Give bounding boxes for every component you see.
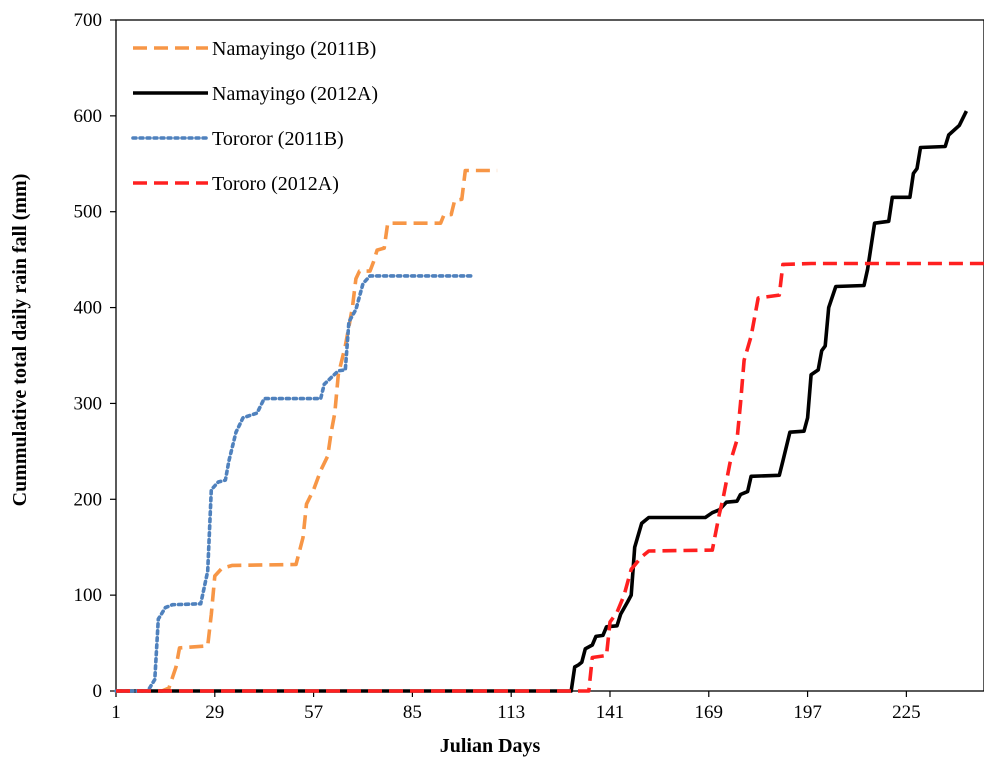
legend-label: Tororor (2011B) bbox=[212, 128, 344, 150]
y-tick-label: 0 bbox=[93, 681, 103, 702]
series-line-4 bbox=[116, 261, 984, 693]
legend-label: Namayingo (2011B) bbox=[212, 38, 376, 60]
series-line-1 bbox=[116, 168, 498, 693]
series-line-2 bbox=[116, 110, 969, 693]
x-tick-label: 113 bbox=[497, 702, 525, 723]
y-tick-label: 100 bbox=[74, 585, 103, 606]
y-tick-label: 300 bbox=[74, 393, 103, 414]
y-tick-label: 600 bbox=[74, 106, 103, 127]
x-tick-label: 141 bbox=[596, 702, 625, 723]
x-tick-label: 29 bbox=[205, 702, 224, 723]
y-tick-label: 200 bbox=[74, 489, 103, 510]
x-tick-label: 1 bbox=[111, 702, 121, 723]
axis-ticks: 0 100 200 300 400 500 600 700 1 29 57 85 113 141 169 19… bbox=[74, 10, 921, 723]
y-tick-label: 500 bbox=[74, 202, 103, 223]
x-tick-label: 225 bbox=[892, 702, 921, 723]
x-tick-label: 197 bbox=[793, 702, 822, 723]
x-tick-label: 169 bbox=[695, 702, 724, 723]
x-tick-label: 85 bbox=[403, 702, 422, 723]
series-line-3 bbox=[114, 274, 475, 693]
legend-label: Namayingo (2012A) bbox=[212, 83, 378, 105]
legend: Namayingo (2011B) Namayingo (2012A) Tororo… bbox=[131, 38, 378, 195]
series-lines bbox=[114, 110, 984, 693]
y-tick-label: 400 bbox=[74, 298, 103, 319]
x-axis-title: Julian Days bbox=[440, 735, 541, 757]
y-axis-title: Cummulative total daily rain fall (mm) bbox=[9, 174, 31, 507]
plot-frame bbox=[115, 19, 984, 692]
x-tick-label: 57 bbox=[304, 702, 323, 723]
y-tick-label: 700 bbox=[74, 10, 103, 31]
legend-label: Tororo (2012A) bbox=[212, 173, 339, 195]
